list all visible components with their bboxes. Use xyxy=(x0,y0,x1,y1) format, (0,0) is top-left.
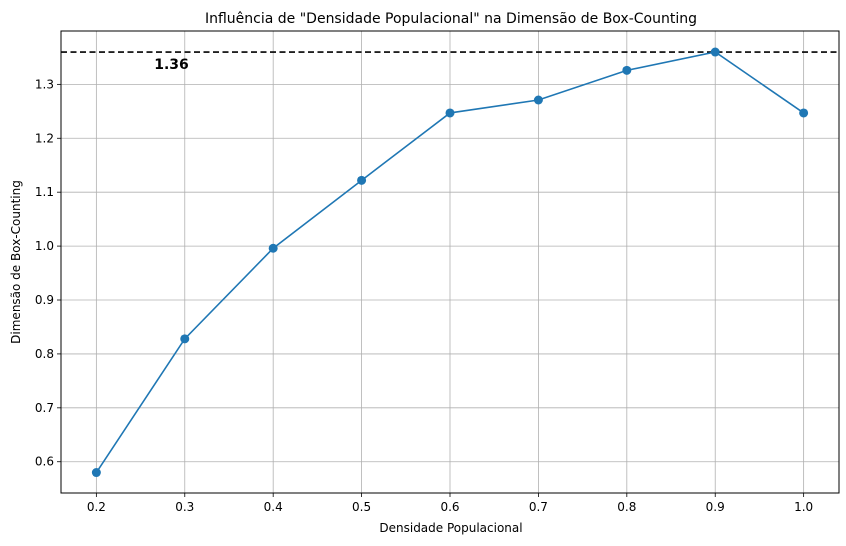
x-tick-label: 0.5 xyxy=(352,500,371,514)
data-point xyxy=(268,243,278,253)
annotation-label: 1.36 xyxy=(154,57,189,73)
data-point xyxy=(710,47,720,57)
y-tick-label: 1.1 xyxy=(35,185,54,199)
series-group xyxy=(91,47,809,478)
x-tick-label: 0.7 xyxy=(529,500,548,514)
x-tick-label: 0.4 xyxy=(264,500,283,514)
data-point xyxy=(445,108,455,118)
y-tick-label: 1.2 xyxy=(35,131,54,145)
y-tick-label: 0.9 xyxy=(35,293,54,307)
x-tick-label: 0.2 xyxy=(87,500,106,514)
x-axis: 0.2 0.3 0.4 0.5 0.6 0.7 0.8 0.9 1.0 xyxy=(87,493,813,514)
y-tick-label: 0.8 xyxy=(35,347,54,361)
grid xyxy=(61,31,839,493)
data-point xyxy=(533,95,543,105)
x-tick-label: 0.9 xyxy=(706,500,725,514)
data-point xyxy=(799,108,809,118)
y-axis-label: Dimensão de Box-Counting xyxy=(9,180,23,344)
x-tick-label: 0.3 xyxy=(175,500,194,514)
data-point xyxy=(180,334,190,344)
y-tick-label: 1.3 xyxy=(35,77,54,91)
y-axis: 0.6 0.7 0.8 0.9 1.0 1.1 1.2 1.3 xyxy=(35,77,61,469)
x-tick-label: 1.0 xyxy=(794,500,813,514)
x-axis-label: Densidade Populacional xyxy=(379,521,522,535)
data-point xyxy=(357,175,367,185)
y-tick-label: 0.6 xyxy=(35,455,54,469)
chart-title: Influência de "Densidade Populacional" n… xyxy=(205,11,697,27)
data-point xyxy=(91,468,101,478)
y-tick-label: 1.0 xyxy=(35,239,54,253)
x-tick-label: 0.8 xyxy=(617,500,636,514)
data-point xyxy=(622,65,632,75)
x-tick-label: 0.6 xyxy=(440,500,459,514)
y-tick-label: 0.7 xyxy=(35,401,54,415)
